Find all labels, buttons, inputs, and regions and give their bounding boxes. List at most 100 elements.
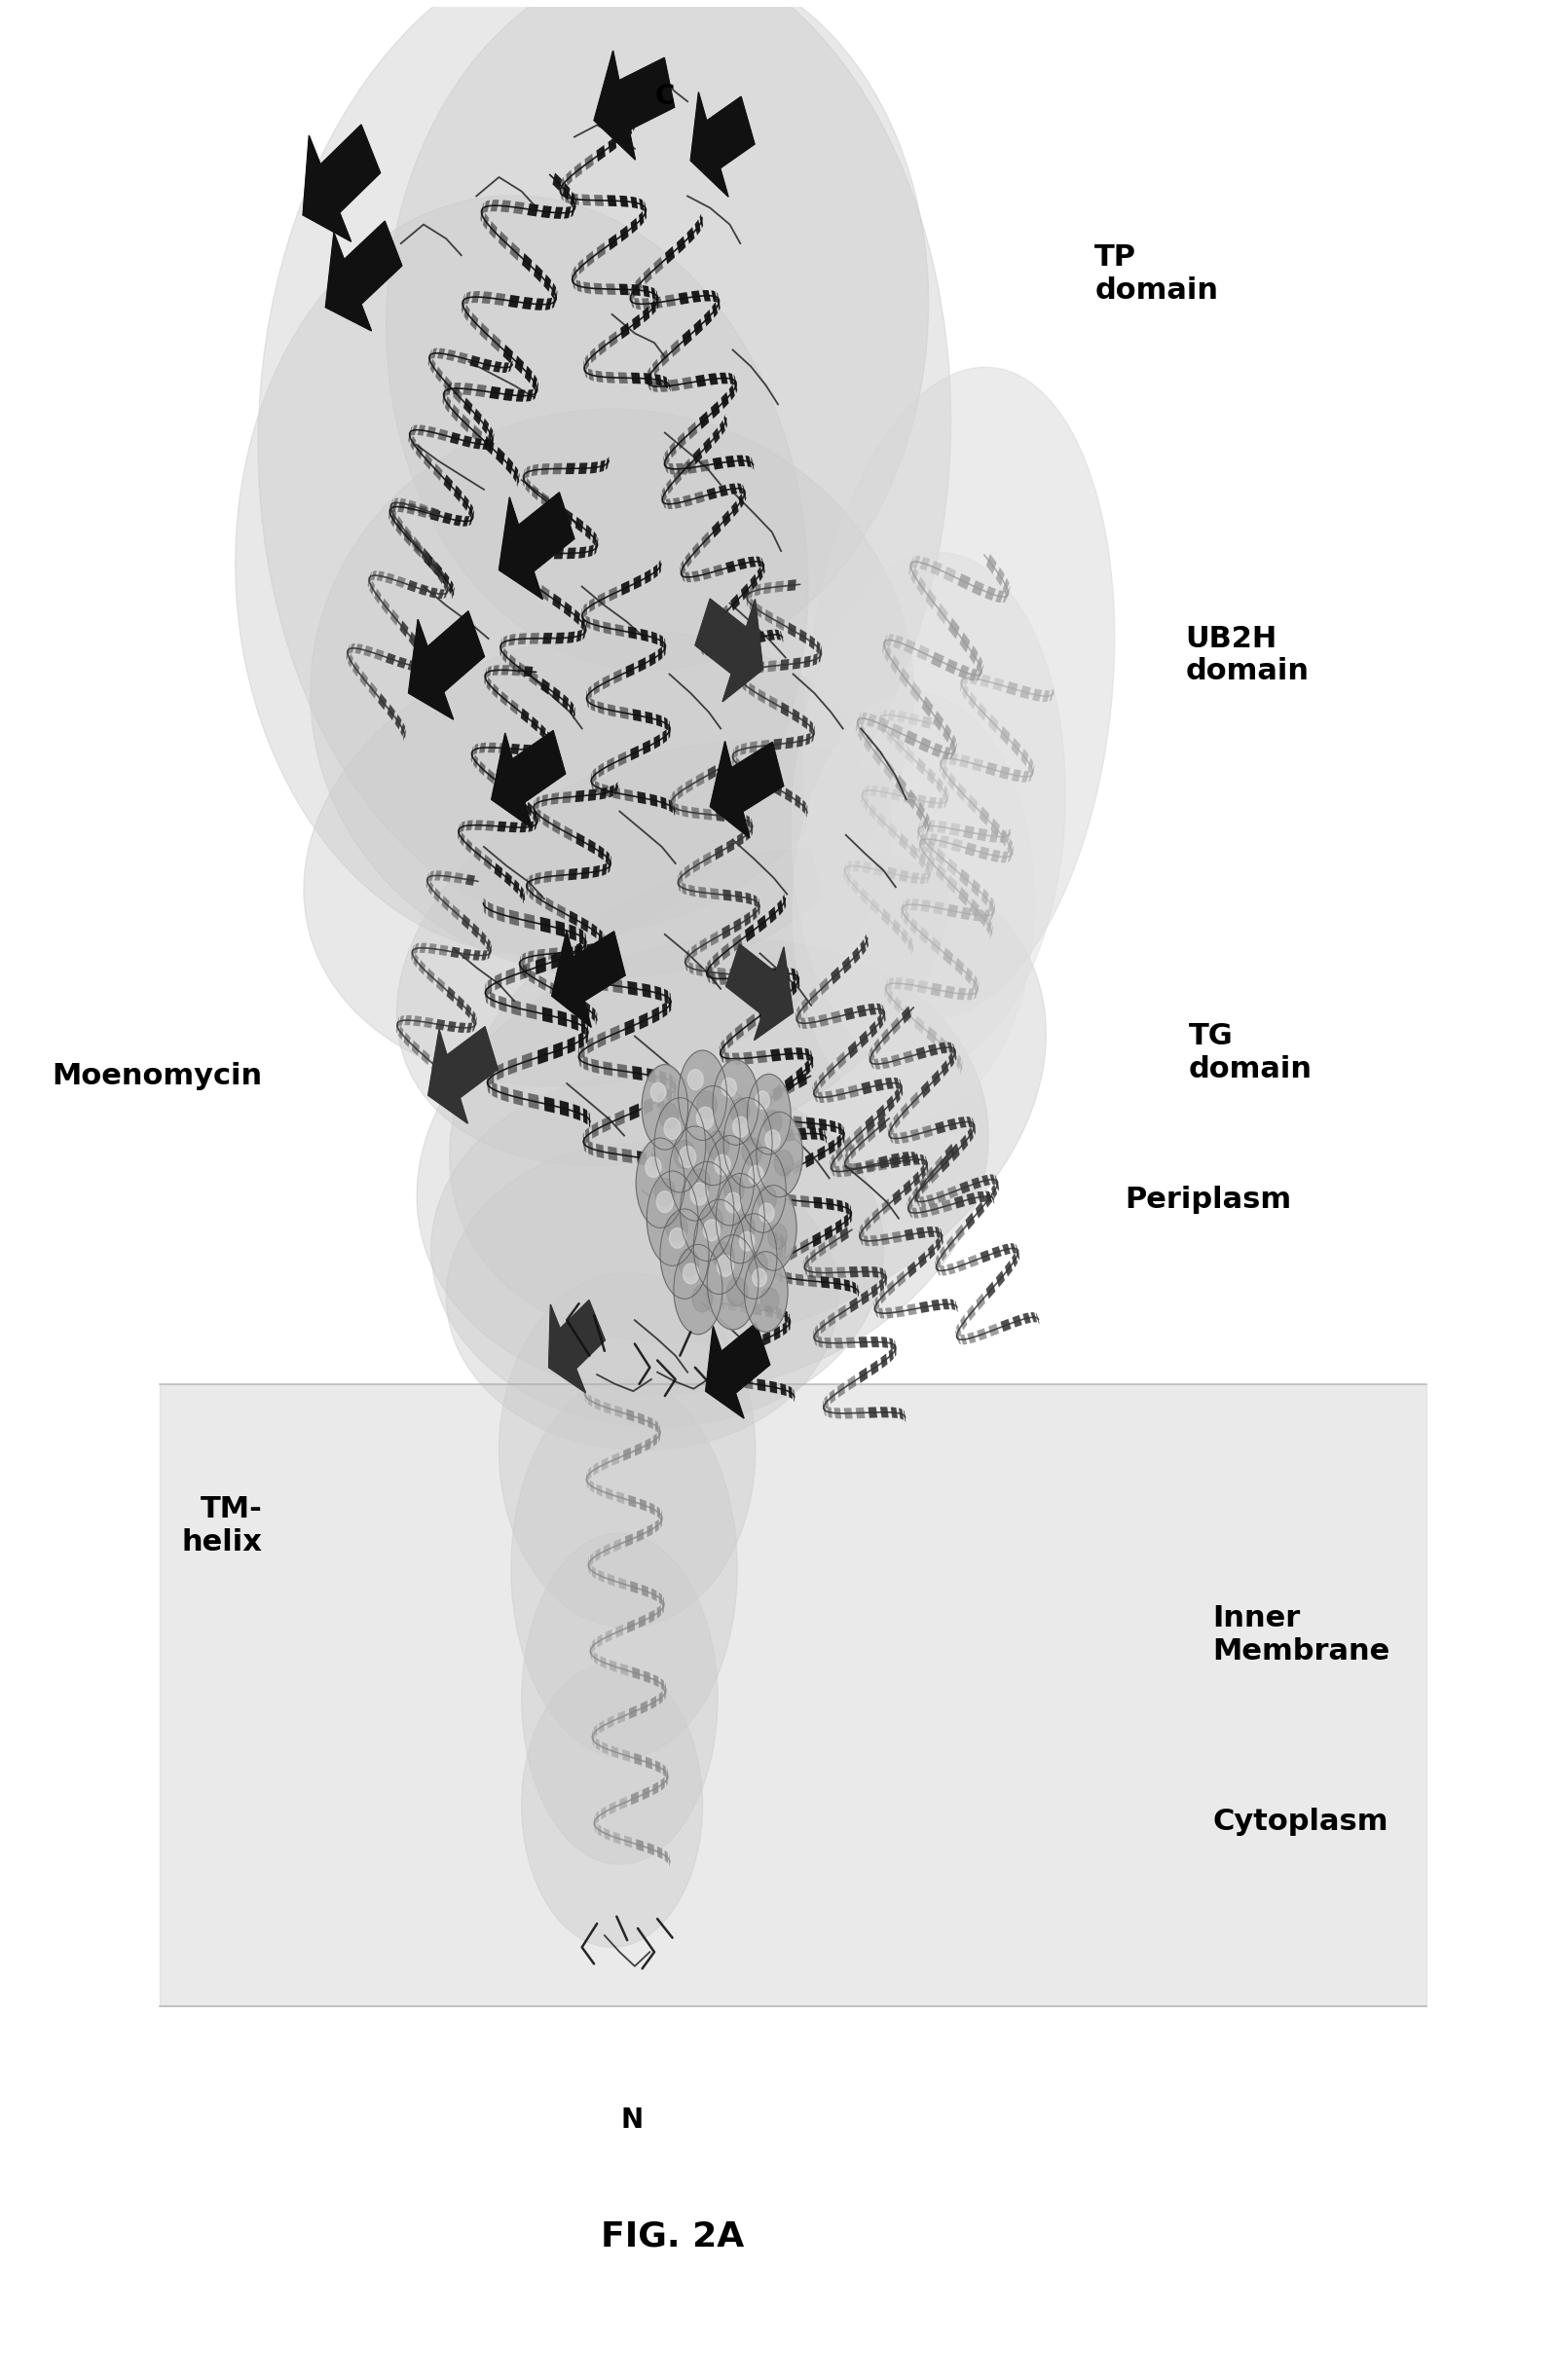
Polygon shape	[1035, 1314, 1040, 1326]
Polygon shape	[813, 1197, 822, 1209]
Polygon shape	[527, 202, 539, 217]
Polygon shape	[743, 678, 747, 693]
Polygon shape	[813, 1090, 817, 1102]
Polygon shape	[587, 1466, 592, 1480]
Polygon shape	[911, 871, 918, 883]
Ellipse shape	[684, 1264, 699, 1283]
Polygon shape	[1002, 578, 1009, 595]
Polygon shape	[488, 978, 493, 995]
Ellipse shape	[701, 1207, 723, 1235]
Polygon shape	[732, 638, 743, 650]
Polygon shape	[416, 662, 423, 671]
Polygon shape	[653, 359, 659, 376]
Ellipse shape	[387, 0, 929, 669]
Polygon shape	[519, 885, 524, 900]
Polygon shape	[1012, 1252, 1018, 1269]
Polygon shape	[441, 895, 449, 912]
Polygon shape	[348, 654, 353, 669]
Polygon shape	[591, 1480, 594, 1492]
Polygon shape	[797, 1004, 802, 1021]
Polygon shape	[634, 574, 642, 590]
Polygon shape	[740, 669, 741, 683]
Polygon shape	[730, 969, 738, 981]
Polygon shape	[603, 1402, 611, 1414]
Ellipse shape	[670, 1126, 721, 1221]
Polygon shape	[956, 1333, 960, 1345]
Polygon shape	[437, 347, 446, 359]
Polygon shape	[592, 1640, 595, 1652]
Polygon shape	[587, 1476, 589, 1490]
Polygon shape	[639, 1012, 648, 1031]
Polygon shape	[583, 359, 586, 374]
Polygon shape	[490, 945, 491, 957]
Polygon shape	[936, 778, 943, 793]
Polygon shape	[942, 1059, 949, 1076]
Polygon shape	[541, 795, 549, 807]
Polygon shape	[493, 362, 502, 371]
Ellipse shape	[654, 1097, 706, 1192]
Polygon shape	[485, 669, 486, 681]
Polygon shape	[984, 1192, 991, 1207]
Polygon shape	[553, 547, 564, 559]
Polygon shape	[505, 457, 513, 474]
Polygon shape	[780, 702, 789, 716]
Polygon shape	[527, 1002, 536, 1019]
Polygon shape	[737, 483, 743, 495]
Ellipse shape	[657, 1190, 673, 1211]
Polygon shape	[931, 743, 943, 757]
Polygon shape	[870, 897, 880, 916]
Polygon shape	[490, 386, 500, 400]
Polygon shape	[1023, 1314, 1030, 1323]
Polygon shape	[928, 1045, 939, 1057]
Polygon shape	[844, 1278, 850, 1292]
Polygon shape	[673, 802, 674, 816]
Polygon shape	[890, 1016, 900, 1035]
Polygon shape	[575, 516, 583, 533]
Polygon shape	[412, 947, 415, 962]
Polygon shape	[592, 1566, 595, 1578]
Polygon shape	[794, 795, 800, 809]
Polygon shape	[426, 876, 429, 888]
Polygon shape	[875, 1307, 878, 1319]
Polygon shape	[617, 1064, 628, 1078]
Polygon shape	[802, 714, 808, 728]
Polygon shape	[486, 938, 491, 952]
Polygon shape	[399, 1016, 404, 1026]
Polygon shape	[861, 1290, 869, 1304]
Polygon shape	[943, 947, 953, 966]
Ellipse shape	[646, 1171, 698, 1266]
Polygon shape	[628, 981, 637, 995]
Polygon shape	[887, 709, 895, 721]
Polygon shape	[1002, 590, 1009, 602]
Polygon shape	[434, 562, 443, 578]
Polygon shape	[586, 1026, 587, 1045]
Polygon shape	[618, 1578, 626, 1590]
Polygon shape	[917, 821, 922, 835]
Polygon shape	[404, 1033, 410, 1047]
Polygon shape	[931, 983, 942, 997]
Polygon shape	[870, 1338, 880, 1347]
Polygon shape	[744, 912, 751, 926]
Polygon shape	[595, 1737, 600, 1752]
Ellipse shape	[693, 1285, 712, 1311]
Polygon shape	[720, 1050, 724, 1064]
Polygon shape	[646, 1069, 656, 1083]
Polygon shape	[824, 1130, 827, 1145]
Polygon shape	[482, 440, 490, 450]
Polygon shape	[733, 374, 737, 388]
Polygon shape	[556, 921, 566, 938]
Polygon shape	[808, 1266, 813, 1278]
Polygon shape	[878, 1014, 883, 1028]
Polygon shape	[940, 1266, 946, 1276]
Polygon shape	[508, 359, 513, 371]
Polygon shape	[563, 183, 570, 200]
Polygon shape	[692, 807, 699, 819]
Polygon shape	[904, 1228, 914, 1240]
Polygon shape	[637, 1150, 646, 1166]
Polygon shape	[584, 1390, 587, 1402]
Polygon shape	[836, 1088, 845, 1102]
Polygon shape	[631, 217, 637, 233]
Polygon shape	[850, 1145, 856, 1159]
Polygon shape	[664, 1157, 671, 1171]
Polygon shape	[460, 821, 465, 833]
